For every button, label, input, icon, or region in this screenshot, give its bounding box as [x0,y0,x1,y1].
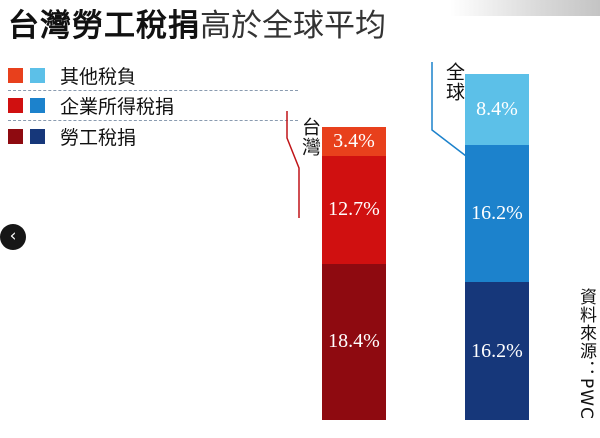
legend-item-other: 其他稅負 [8,64,137,88]
data-label: 16.2% [471,202,523,225]
title-bold: 台灣勞工稅捐 [8,8,200,44]
corner-gradient [450,0,600,16]
data-label: 18.4% [328,330,380,353]
data-label: 8.4% [476,97,518,120]
legend-label-other: 其他稅負 [60,65,137,88]
data-label: 16.2% [471,339,523,362]
bar-segment-taiwan-0: 18.4% [322,263,386,420]
bar-segment-taiwan-1: 12.7% [322,155,386,264]
legend-swatch-global-other [30,67,45,83]
bar-segment-global-2: 8.4% [465,73,529,145]
legend-swatch-global-labor [30,128,45,144]
legend-swatch-taiwan-labor [8,128,23,144]
legend-swatch-taiwan-other [8,67,23,83]
previous-arrow-icon[interactable]: ‹ [0,224,26,250]
bar-segment-taiwan-2: 3.4% [322,127,386,156]
source-note: 資料來源：PWC [576,288,596,420]
category-label-taiwan: 台灣 [299,117,321,157]
legend-item-labor: 勞工稅捐 [8,125,137,149]
legend-divider [8,90,298,91]
legend-divider [8,120,298,121]
legend-label-labor: 勞工稅捐 [60,126,137,149]
data-label: 3.4% [333,130,375,153]
legend-swatch-global-corporate [30,97,45,113]
bar-segment-global-0: 16.2% [465,282,529,420]
category-label-global: 全球 [443,62,465,102]
taiwan-bracket-line [286,111,300,218]
legend-item-corporate: 企業所得稅捐 [8,94,175,118]
global-bracket-line [431,62,467,157]
legend-swatch-taiwan-corporate [8,97,23,113]
bar-segment-global-1: 16.2% [465,144,529,283]
chart-title: 台灣勞工稅捐高於全球平均 [8,6,386,46]
data-label: 12.7% [328,198,380,221]
title-light: 高於全球平均 [200,8,386,44]
legend-label-corporate: 企業所得稅捐 [60,95,175,118]
